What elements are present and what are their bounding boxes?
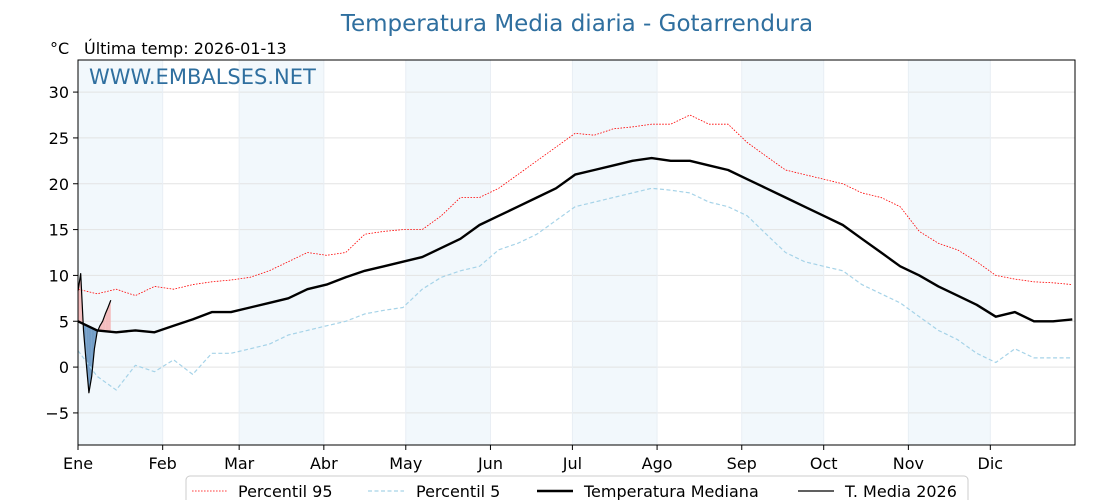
- y-tick-label: −5: [45, 404, 69, 423]
- chart-title: Temperatura Media diaria - Gotarrendura: [340, 11, 813, 37]
- legend-label-2: Temperatura Mediana: [583, 482, 759, 500]
- month-band-1: [239, 60, 324, 445]
- anomaly-segment: [88, 326, 92, 393]
- month-band-3: [572, 60, 658, 445]
- series-line-0: [77, 114, 1073, 297]
- series-line-1: [77, 187, 1073, 391]
- x-tick-label: May: [389, 454, 422, 473]
- y-tick-label: 20: [49, 175, 69, 194]
- legend-label-3: T. Media 2026: [844, 482, 957, 500]
- y-tick-label: 10: [49, 266, 69, 285]
- month-band-5: [908, 60, 991, 445]
- last-temp-label: Última temp: 2026-01-13: [84, 39, 287, 58]
- x-tick-label: Ene: [63, 454, 93, 473]
- month-bands: [78, 60, 991, 445]
- x-tick-label: Feb: [149, 454, 177, 473]
- grid-lines: [77, 60, 1075, 445]
- month-band-2: [405, 60, 491, 445]
- month-band-0: [78, 60, 163, 445]
- y-tick-label: 15: [49, 221, 69, 240]
- x-tick-label: Jun: [477, 454, 503, 473]
- anomaly-segment: [99, 321, 103, 331]
- anomaly-segment: [108, 300, 111, 332]
- plot-frame: [77, 59, 1076, 446]
- anomaly-segment: [102, 313, 106, 332]
- x-tick-label: Jul: [562, 454, 582, 473]
- x-tick-label: Abr: [310, 454, 338, 473]
- y-tick-label: 5: [59, 312, 69, 331]
- x-tick-label: Nov: [893, 454, 924, 473]
- y-axis-unit: °C: [50, 39, 69, 58]
- y-axis-ticks: −5 0 5 10 15 20 25 30: [45, 83, 78, 423]
- y-tick-label: 25: [49, 129, 69, 148]
- watermark-text: WWW.EMBALSES.NET: [89, 65, 316, 89]
- series-line-2: [77, 156, 1073, 334]
- month-band-4: [741, 60, 824, 445]
- y-tick-label: 0: [59, 358, 69, 377]
- series-lines: [77, 114, 1073, 394]
- anomaly-segment: [86, 325, 89, 393]
- x-tick-label: Sep: [727, 454, 757, 473]
- legend: Percentil 95 Percentil 5 Temperatura Media…: [185, 475, 969, 500]
- y-tick-label: 30: [49, 83, 69, 102]
- x-tick-label: Ago: [642, 454, 673, 473]
- legend-label-1: Percentil 5: [416, 482, 500, 500]
- anomaly-segment: [78, 273, 81, 323]
- series-line-3: [77, 273, 112, 394]
- x-tick-label: Oct: [810, 454, 838, 473]
- x-axis-ticks: Ene Feb Mar Abr May Jun Jul Ago Sep Oct Nov Dic: [63, 445, 1003, 473]
- legend-box: [185, 475, 969, 500]
- legend-label-0: Percentil 95: [238, 482, 333, 500]
- x-tick-label: Mar: [224, 454, 255, 473]
- x-tick-label: Dic: [978, 454, 1004, 473]
